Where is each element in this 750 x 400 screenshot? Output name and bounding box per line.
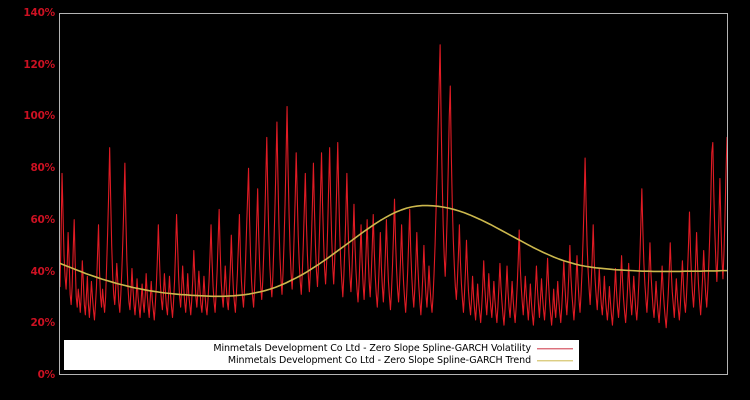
y-axis-tick-label: 60% (30, 213, 55, 226)
y-axis-tick-label: 0% (37, 368, 56, 381)
legend-label-trend: Minmetals Development Co Ltd - Zero Slop… (227, 355, 531, 367)
y-axis-tick-label: 100% (23, 110, 55, 123)
legend-entry-volatility: Minmetals Development Co Ltd - Zero Slop… (64, 342, 579, 356)
legend-entry-trend: Minmetals Development Co Ltd - Zero Slop… (64, 354, 579, 368)
y-axis-tick-label: 20% (30, 317, 55, 330)
trend-line (60, 204, 727, 298)
y-axis-tick-label: 80% (30, 161, 55, 174)
y-axis-tick-label: 140% (23, 6, 55, 19)
plot-area (59, 13, 728, 375)
legend: Minmetals Development Co Ltd - Zero Slop… (64, 340, 579, 370)
volatility-line (60, 44, 727, 329)
y-axis: 0% 20% 40% 60% 80% 100% 120% 140% (0, 0, 55, 400)
legend-swatch-volatility (537, 344, 573, 354)
y-axis-tick-label: 120% (23, 58, 55, 71)
legend-label-volatility: Minmetals Development Co Ltd - Zero Slop… (213, 343, 531, 355)
legend-swatch-trend (537, 356, 573, 366)
y-axis-tick-label: 40% (30, 265, 55, 278)
series-canvas (60, 44, 727, 329)
